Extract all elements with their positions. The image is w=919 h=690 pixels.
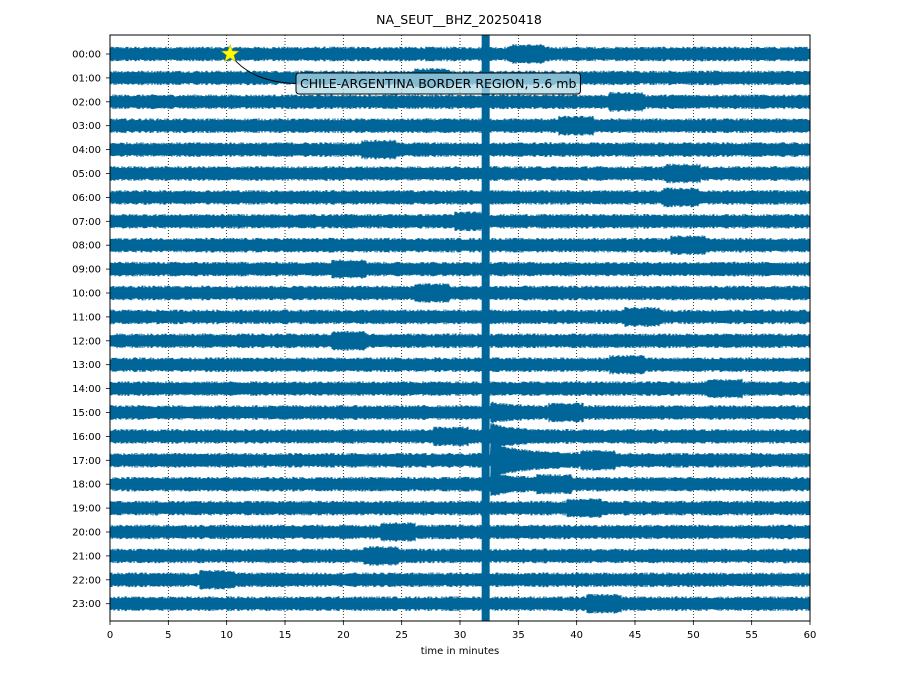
trace-row-1300 bbox=[109, 354, 811, 375]
trace-row-1400 bbox=[109, 378, 811, 399]
x-tick-label: 35 bbox=[512, 630, 525, 641]
event-annotation: CHILE-ARGENTINA BORDER REGION, 5.6 mb bbox=[220, 44, 581, 95]
y-tick-label: 15:00 bbox=[72, 408, 101, 419]
x-tick-label: 5 bbox=[165, 630, 171, 641]
y-tick-label: 07:00 bbox=[72, 217, 101, 228]
trace-row-0300 bbox=[109, 115, 811, 136]
y-tick-label: 22:00 bbox=[72, 575, 101, 586]
x-tick-label: 25 bbox=[395, 630, 408, 641]
y-tick-label: 04:00 bbox=[72, 145, 101, 156]
x-tick-label: 30 bbox=[454, 630, 467, 641]
y-tick-label: 08:00 bbox=[72, 241, 101, 252]
y-tick-label: 11:00 bbox=[72, 312, 101, 323]
trace-row-0700 bbox=[109, 211, 811, 232]
trace-row-2200 bbox=[109, 569, 811, 590]
trace-row-1700 bbox=[109, 443, 811, 478]
x-tick-label: 55 bbox=[745, 630, 758, 641]
chart-title: NA_SEUT__BHZ_20250418 bbox=[376, 12, 542, 27]
annotation-box bbox=[295, 72, 581, 95]
annotation-arrow bbox=[231, 56, 297, 84]
trace-row-0400 bbox=[109, 139, 811, 160]
y-tick-label: 01:00 bbox=[72, 73, 101, 84]
trace-row-2000 bbox=[109, 522, 811, 542]
y-tick-label: 03:00 bbox=[72, 121, 101, 132]
x-axis-label: time in minutes bbox=[421, 646, 500, 657]
x-tick-label: 0 bbox=[107, 630, 113, 641]
x-tick-label: 45 bbox=[629, 630, 642, 641]
trace-row-2300 bbox=[109, 593, 811, 614]
y-axis-hour-labels: 00:00 01:00 02:00 03:00 04:00 05:00 06:00 07:00… bbox=[72, 50, 110, 610]
vertical-glitch-band bbox=[481, 35, 490, 621]
y-tick-label: 02:00 bbox=[72, 97, 101, 108]
trace-row-2100 bbox=[109, 545, 811, 566]
trace-row-1200 bbox=[109, 330, 811, 351]
x-tick-label: 40 bbox=[570, 630, 583, 641]
y-tick-label: 18:00 bbox=[72, 480, 101, 491]
plot-frame bbox=[109, 34, 811, 622]
trace-row-1100 bbox=[109, 306, 811, 327]
trace-row-1900 bbox=[109, 498, 811, 518]
trace-row-1000 bbox=[109, 283, 811, 303]
y-tick-label: 21:00 bbox=[72, 551, 101, 562]
trace-row-0900 bbox=[109, 259, 811, 279]
event-label: CHILE-ARGENTINA BORDER REGION, 5.6 mb bbox=[300, 76, 576, 91]
trace-row-1800 bbox=[109, 472, 811, 497]
trace-row-0600 bbox=[109, 187, 811, 208]
x-tick-label: 20 bbox=[337, 630, 350, 641]
trace-row-1600 bbox=[109, 423, 811, 450]
y-tick-label: 14:00 bbox=[72, 384, 101, 395]
x-axis-ticks: 0 5 10 15 20 25 30 35 40 45 50 55 60 bbox=[107, 621, 817, 641]
x-tick-label: 15 bbox=[279, 630, 292, 641]
y-tick-label: 05:00 bbox=[72, 169, 101, 180]
x-tick-label: 60 bbox=[804, 630, 817, 641]
x-tick-label: 10 bbox=[220, 630, 233, 641]
y-tick-label: 17:00 bbox=[72, 456, 101, 467]
y-tick-label: 23:00 bbox=[72, 599, 101, 610]
trace-row-0200 bbox=[109, 91, 811, 112]
event-star-marker bbox=[220, 44, 240, 62]
y-tick-label: 10:00 bbox=[72, 289, 101, 300]
trace-row-0500 bbox=[109, 163, 811, 184]
y-tick-label: 19:00 bbox=[72, 504, 101, 515]
y-tick-label: 00:00 bbox=[72, 50, 101, 61]
trace-row-1500 bbox=[109, 401, 811, 424]
seismic-traces bbox=[109, 44, 811, 614]
trace-row-0800 bbox=[109, 235, 811, 256]
y-tick-label: 12:00 bbox=[72, 336, 101, 347]
y-tick-label: 13:00 bbox=[72, 360, 101, 371]
y-tick-label: 16:00 bbox=[72, 432, 101, 443]
y-tick-label: 06:00 bbox=[72, 193, 101, 204]
y-tick-label: 09:00 bbox=[72, 265, 101, 276]
y-tick-label: 20:00 bbox=[72, 528, 101, 539]
x-tick-label: 50 bbox=[687, 630, 700, 641]
glitch-band bbox=[481, 35, 490, 621]
